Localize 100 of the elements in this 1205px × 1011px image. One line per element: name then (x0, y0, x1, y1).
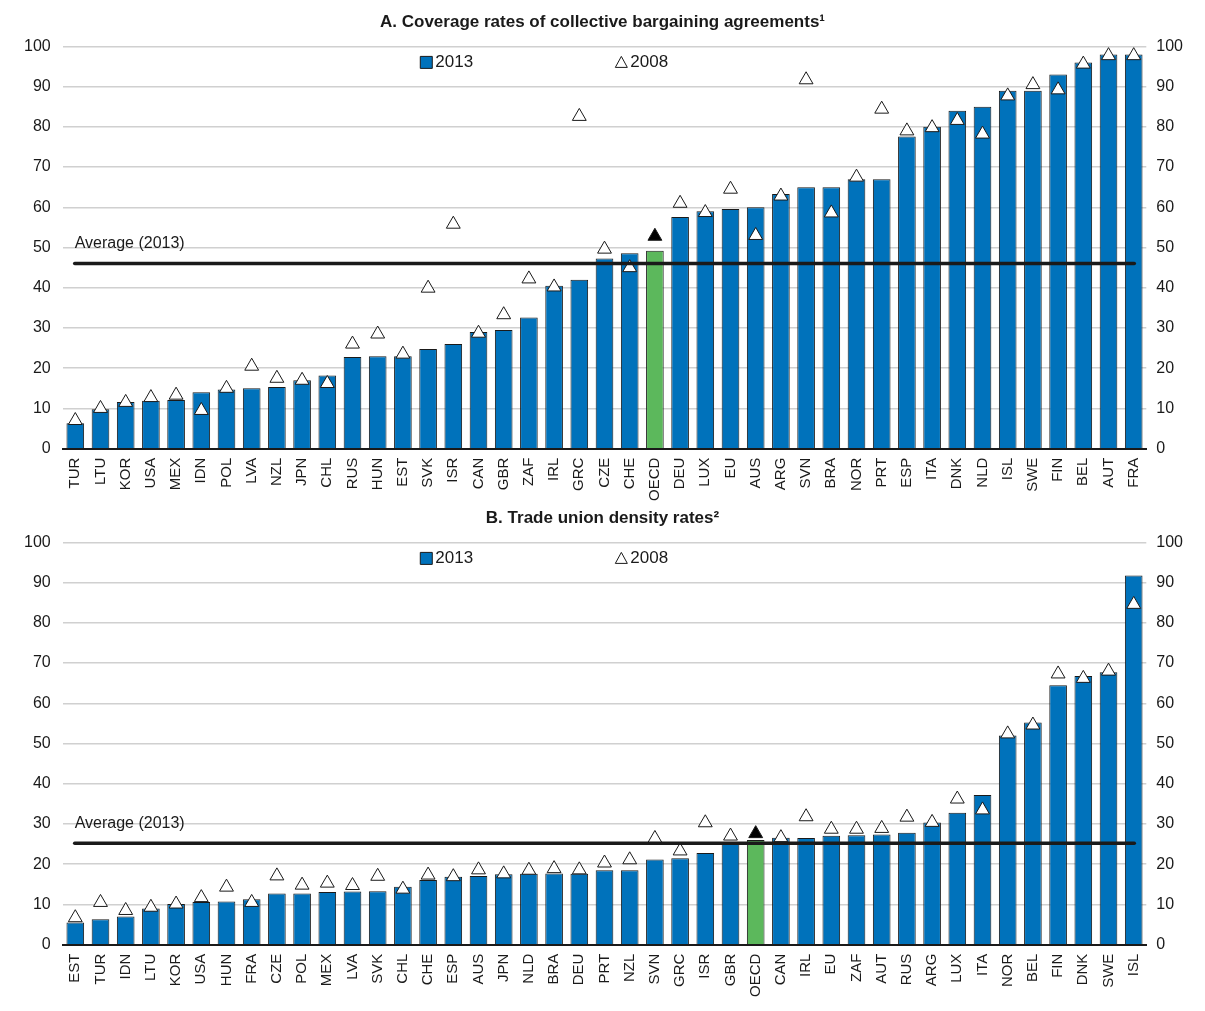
y2-tick-label: 90 (1156, 77, 1175, 95)
point (672, 194, 688, 208)
y-tick-label: 90 (32, 77, 51, 95)
x-tick-label: AUS (468, 953, 486, 985)
y2-tick-label: 90 (1156, 573, 1175, 591)
point (798, 71, 814, 85)
point (1000, 87, 1016, 101)
x-tick-label: CZE (594, 457, 612, 488)
x-tick-label: TUR (65, 457, 83, 489)
point (924, 119, 940, 133)
y-tick-label: 60 (32, 197, 51, 215)
x-tick-label: AUS (745, 457, 763, 489)
legend-label: 2013 (435, 52, 474, 72)
x-tick-label: LUX (947, 953, 965, 983)
y2-tick-label: 40 (1156, 774, 1175, 792)
x-tick-label: DNK (947, 457, 965, 490)
point (874, 100, 890, 114)
point (168, 386, 184, 400)
x-tick-label: RUS (342, 457, 360, 490)
x-tick-label: EU (720, 457, 738, 479)
x-tick-label: CHE (418, 953, 436, 986)
y-tick-label: 40 (32, 774, 51, 792)
chart-title: A. Coverage rates of collective bargaining agreements¹ (380, 11, 826, 31)
point (546, 278, 562, 292)
y2-tick-label: 0 (1156, 439, 1166, 457)
point (244, 357, 260, 371)
point (1075, 55, 1091, 69)
x-tick-label: BEL (1073, 457, 1091, 487)
x-tick-label: JPN (493, 953, 511, 983)
x-tick-label: SWE (1023, 457, 1041, 492)
point (748, 226, 764, 240)
y-tick-label: 20 (32, 854, 51, 872)
point (395, 345, 411, 359)
x-tick-label: HUN (216, 953, 234, 987)
point (748, 825, 764, 839)
point (471, 324, 486, 338)
y-tick-label: 20 (32, 358, 51, 376)
y2-tick-label: 20 (1156, 358, 1175, 376)
y-tick-label: 0 (41, 439, 51, 457)
x-tick-label: POL (216, 457, 234, 488)
y-tick-label: 80 (32, 117, 51, 135)
y2-tick-label: 70 (1156, 653, 1175, 671)
y2-tick-label: 40 (1156, 278, 1175, 296)
x-tick-label: LTU (90, 457, 108, 485)
y-tick-label: 50 (32, 237, 51, 255)
x-tick-label: SVN (796, 457, 814, 489)
point (269, 867, 285, 881)
y2-tick-label: 60 (1156, 693, 1175, 711)
point (496, 306, 512, 320)
point (924, 813, 940, 827)
x-tick-label: BRA (821, 457, 839, 489)
x-tick-label: IRL (544, 457, 562, 482)
x-tick-label: CAN (468, 457, 486, 490)
y-tick-label: 70 (32, 157, 51, 175)
x-tick-label: ISR (695, 953, 713, 979)
y2-tick-label: 100 (1156, 532, 1184, 550)
y2-tick-label: 20 (1156, 854, 1175, 872)
point (899, 808, 915, 822)
y2-tick-label: 80 (1156, 117, 1175, 135)
point (1050, 665, 1066, 679)
x-tick-label: ISL (1123, 953, 1141, 977)
point (949, 790, 965, 804)
point (1050, 81, 1066, 95)
point (319, 375, 335, 388)
x-tick-label: USA (191, 953, 209, 985)
x-tick-label: OECD (745, 953, 763, 998)
x-tick-label: SVK (367, 953, 385, 984)
x-tick-label: MEX (317, 953, 335, 987)
x-tick-label: ZAF (846, 953, 864, 983)
x-tick-label: IDN (191, 457, 209, 484)
y2-tick-label: 10 (1156, 398, 1175, 416)
x-tick-label: ITA (972, 953, 990, 976)
x-tick-label: DEU (670, 457, 688, 490)
point (496, 865, 512, 879)
point (823, 820, 839, 834)
x-tick-label: LVA (241, 457, 259, 484)
point (597, 240, 612, 254)
x-tick-label: FIN (1048, 457, 1066, 482)
x-tick-label: ARG (771, 457, 789, 491)
point (773, 829, 789, 843)
x-tick-label: CHL (393, 953, 411, 984)
point (874, 819, 890, 833)
x-tick-label: SWE (1098, 953, 1116, 988)
x-tick-label: ISR (443, 457, 461, 483)
x-tick-label: MEX (166, 457, 184, 491)
y-tick-label: 100 (23, 532, 51, 550)
x-tick-label: CAN (771, 953, 789, 986)
y2-tick-label: 30 (1156, 318, 1175, 336)
point (219, 379, 234, 393)
x-tick-label: HUN (367, 457, 385, 491)
point (118, 901, 134, 915)
x-tick-label: GRC (569, 457, 587, 492)
x-tick-label: CHE (619, 457, 637, 490)
point (697, 204, 713, 218)
chart-title: B. Trade union density rates² (485, 507, 720, 527)
x-tick-label: ZAF (519, 457, 537, 487)
x-tick-label: GRC (670, 953, 688, 988)
x-tick-label: ARG (922, 953, 940, 987)
y2-tick-label: 100 (1156, 36, 1184, 54)
y2-tick-label: 60 (1156, 197, 1175, 215)
